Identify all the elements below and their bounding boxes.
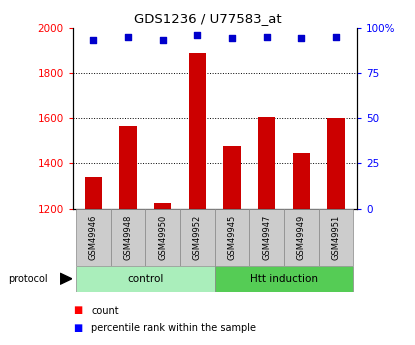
Text: GSM49951: GSM49951	[332, 215, 341, 260]
Point	[125, 34, 132, 39]
Point	[333, 34, 339, 39]
Bar	[76, 266, 215, 292]
Bar	[189, 52, 206, 209]
Bar	[154, 203, 171, 209]
Text: count: count	[91, 306, 119, 315]
Bar	[76, 209, 111, 266]
Point	[229, 36, 235, 41]
Text: control: control	[127, 274, 164, 284]
Text: GSM49948: GSM49948	[124, 215, 133, 260]
Bar	[85, 177, 102, 209]
Text: GSM49949: GSM49949	[297, 215, 306, 260]
Bar	[258, 117, 276, 209]
Bar	[145, 209, 180, 266]
Text: GSM49945: GSM49945	[227, 215, 237, 260]
Bar	[327, 118, 345, 209]
Bar	[319, 209, 354, 266]
Text: GSM49946: GSM49946	[89, 215, 98, 260]
Text: Htt induction: Htt induction	[250, 274, 318, 284]
Text: GSM49950: GSM49950	[158, 215, 167, 260]
Bar	[284, 209, 319, 266]
Point	[194, 32, 201, 38]
Bar	[215, 266, 354, 292]
Text: ■: ■	[73, 306, 82, 315]
Bar	[180, 209, 215, 266]
Bar	[293, 153, 310, 209]
Text: ■: ■	[73, 323, 82, 333]
Point	[159, 38, 166, 43]
Bar	[215, 209, 249, 266]
Bar	[223, 147, 241, 209]
Point	[264, 34, 270, 39]
Polygon shape	[60, 273, 72, 284]
Text: GSM49947: GSM49947	[262, 215, 271, 260]
Point	[90, 38, 97, 43]
Point	[298, 36, 305, 41]
Text: percentile rank within the sample: percentile rank within the sample	[91, 323, 256, 333]
Bar	[111, 209, 145, 266]
Text: GDS1236 / U77583_at: GDS1236 / U77583_at	[134, 12, 281, 25]
Text: GSM49952: GSM49952	[193, 215, 202, 260]
Bar	[120, 126, 137, 209]
Bar	[249, 209, 284, 266]
Text: protocol: protocol	[8, 274, 48, 284]
